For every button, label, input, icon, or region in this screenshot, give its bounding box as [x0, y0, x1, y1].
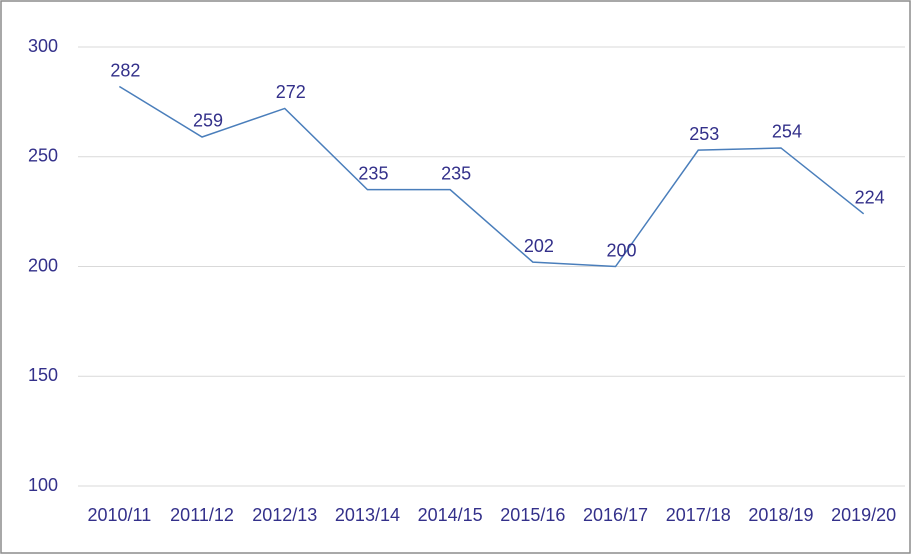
data-label: 253 [689, 124, 719, 144]
data-label: 272 [276, 82, 306, 102]
y-tick-label: 300 [28, 36, 58, 56]
x-tick-label: 2016/17 [583, 505, 648, 525]
y-tick-label: 250 [28, 146, 58, 166]
x-tick-label: 2013/14 [335, 505, 400, 525]
data-label: 259 [193, 111, 223, 131]
data-label: 200 [607, 240, 637, 260]
y-tick-label: 200 [28, 255, 58, 275]
data-label: 235 [441, 163, 471, 183]
data-label: 254 [772, 122, 802, 142]
data-label: 235 [358, 163, 388, 183]
x-tick-label: 2018/19 [748, 505, 813, 525]
data-label: 202 [524, 236, 554, 256]
x-tick-label: 2011/12 [170, 505, 234, 525]
x-tick-label: 2017/18 [666, 505, 731, 525]
x-tick-label: 2012/13 [252, 505, 317, 525]
x-tick-label: 2015/16 [500, 505, 565, 525]
x-tick-label: 2010/11 [87, 505, 151, 525]
x-tick-label: 2019/20 [831, 505, 896, 525]
y-tick-label: 150 [28, 365, 58, 385]
y-tick-label: 100 [28, 475, 58, 495]
data-line [118, 85, 865, 268]
data-label: 282 [110, 60, 140, 80]
x-tick-label: 2014/15 [418, 505, 483, 525]
data-label: 224 [855, 188, 885, 208]
